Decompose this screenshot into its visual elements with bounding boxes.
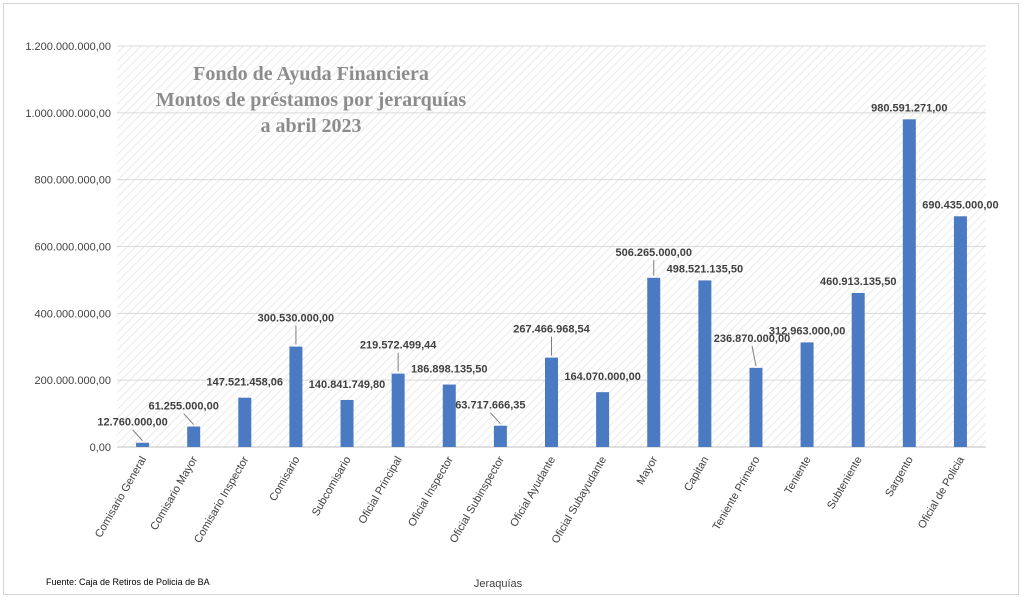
bar	[493, 425, 507, 447]
bar	[800, 342, 814, 447]
x-tick-label: Sargento	[883, 455, 916, 500]
x-tick-label: Comisario Mayor	[148, 454, 200, 532]
bar	[902, 119, 916, 447]
y-tick-label: 1.000.000.000,00	[25, 108, 111, 120]
bar	[749, 367, 763, 447]
bar	[596, 392, 610, 447]
bar	[136, 442, 150, 447]
chart-title-line-2: Montos de préstamos por jerarquías	[156, 89, 467, 111]
label-leaders	[132, 259, 757, 442]
y-tick-label: 1.200.000.000,00	[25, 41, 111, 53]
x-tick-label: Oficial Subayudante	[550, 455, 610, 546]
data-label: 236.870.000,00	[714, 333, 790, 345]
bar	[238, 397, 252, 447]
leader-line	[132, 429, 143, 442]
y-tick-label: 600.000.000,00	[35, 242, 111, 254]
bar	[953, 216, 967, 447]
y-tick-label: 200.000.000,00	[35, 375, 111, 387]
x-tick-label: Oficial Inspector	[406, 454, 456, 529]
chart-title-line-1: Fondo de Ayuda Financiera	[193, 63, 429, 85]
y-axis: 0,00 200.000.000,00 400.000.000,00 600.000.…	[25, 41, 111, 454]
chart-frame	[3, 3, 1019, 595]
bar	[545, 357, 558, 447]
bar	[340, 399, 354, 447]
data-labels: 12.760.000,00 61.255.000,00 147.521.458,06…	[97, 102, 998, 428]
leader-line	[490, 412, 501, 425]
x-tick-label: Oficial de Policia	[916, 454, 967, 531]
data-label: 300.530.000,00	[258, 313, 334, 325]
x-tick-label: Teniente Primero	[711, 455, 763, 533]
data-label: 498.521.135,50	[667, 263, 743, 275]
data-label: 312.963.000,00	[769, 325, 845, 337]
source-note: Fuente: Caja de Retiros de Policia de BA	[46, 577, 210, 587]
x-tick-label: Oficial Ayudante	[508, 455, 558, 530]
data-label: 690.435.000,00	[922, 199, 998, 211]
bar	[289, 346, 303, 447]
data-label: 219.572.499,44	[360, 340, 437, 352]
data-label: 186.898.135,50	[411, 364, 487, 376]
leader-line	[183, 413, 195, 425]
x-tick-label: Comisario General	[93, 455, 149, 540]
bars	[136, 119, 967, 447]
data-label: 980.591.271,00	[871, 102, 947, 114]
x-axis-title: Jeraquías	[474, 578, 523, 590]
x-tick-label: Subcomisario	[310, 455, 354, 519]
data-label: 140.841.749,80	[309, 379, 385, 391]
chart-title: Fondo de Ayuda Financiera Montos de prés…	[156, 63, 467, 137]
chart-title-line-3: a abril 2023	[260, 115, 361, 137]
leader-line	[751, 345, 757, 366]
data-label: 267.466.968,54	[513, 324, 590, 336]
bar	[647, 277, 661, 447]
data-label: 147.521.458,06	[207, 377, 283, 389]
bar	[187, 426, 201, 447]
x-tick-label: Subteniente	[825, 455, 865, 512]
x-tick-label: Oficial Subinspector	[448, 454, 507, 545]
bar	[442, 384, 456, 447]
data-label: 63.717.666,35	[455, 400, 525, 412]
y-tick-label: 800.000.000,00	[35, 175, 111, 187]
y-tick-label: 0,00	[90, 442, 111, 454]
bar	[391, 373, 405, 447]
x-tick-label: Mayor	[635, 454, 661, 487]
x-tick-label: Comisario	[267, 455, 302, 504]
bar	[851, 292, 865, 447]
y-tick-label: 400.000.000,00	[35, 308, 111, 320]
gridlines	[117, 45, 986, 448]
x-tick-label: Capitan	[682, 455, 711, 494]
data-label: 12.760.000,00	[97, 417, 167, 429]
x-tick-label: Oficial Principal	[356, 455, 404, 527]
data-label: 506.265.000,00	[616, 247, 692, 259]
x-tick-label: Teniente	[782, 455, 813, 497]
x-axis: Comisario General Comisario MayorComisari…	[93, 454, 968, 546]
x-tick-label: Comisario Inspector	[192, 454, 251, 545]
data-label: 61.255.000,00	[148, 401, 218, 413]
bar	[698, 280, 712, 447]
data-label: 460.913.135,50	[820, 276, 896, 288]
data-label: 164.070.000,00	[564, 371, 640, 383]
